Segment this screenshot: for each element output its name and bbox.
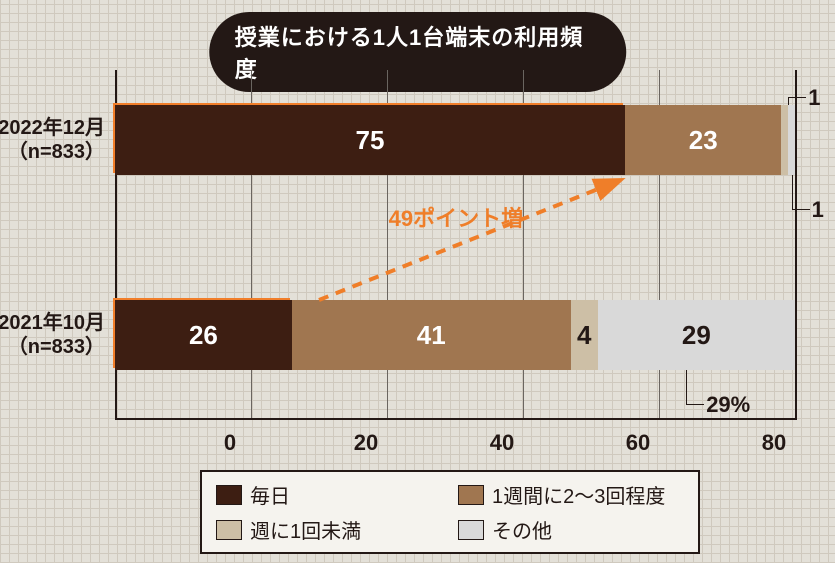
legend-swatch [458,485,484,505]
legend-label: その他 [492,515,552,544]
legend: 毎日 1週間に2〜3回程度週に1回未満 その他 [200,470,700,554]
x-axis-tick-label: 60 [626,430,650,456]
legend-item-daily: 毎日 [216,480,442,509]
x-axis-tick-label: 20 [354,430,378,456]
legend-item-two_three: 1週間に2〜3回程度 [458,480,684,509]
row-label: 2022年12月（n=833） [0,116,105,164]
x-axis-tick-label: 40 [490,430,514,456]
plot-area: 2022年12月（n=833）7523112021年10月（n=833）2641… [115,70,795,420]
x-axis-tick-label: 0 [224,430,236,456]
legend-item-less_one: 週に1回未満 [216,515,442,544]
legend-label: 1週間に2〜3回程度 [492,480,665,509]
x-axis-tick-label: 80 [762,430,786,456]
callout-label: 1 [808,85,820,111]
gridline [795,70,797,420]
increase-label: 49ポイント増 [389,201,523,233]
legend-swatch [216,520,242,540]
increase-arrow [115,70,795,420]
callout-label: 1 [812,197,824,223]
legend-swatch [458,520,484,540]
legend-label: 週に1回未満 [250,515,361,544]
legend-item-other: その他 [458,515,684,544]
legend-label: 毎日 [250,480,290,509]
legend-swatch [216,485,242,505]
row-label: 2021年10月（n=833） [0,311,105,359]
chart-container: 授業における1人1台端末の利用頻度 2022年12月（n=833）7523112… [0,0,835,563]
